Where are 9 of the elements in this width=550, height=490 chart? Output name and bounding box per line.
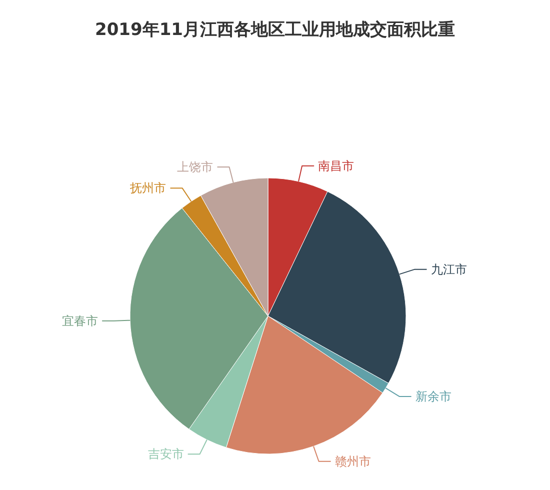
slice-label: 宜春市 <box>62 314 98 328</box>
slice-label: 九江市 <box>430 262 467 276</box>
slice-label: 赣州市 <box>334 454 371 468</box>
slice-label: 上饶市 <box>177 160 214 174</box>
slice-label: 抚州市 <box>129 181 166 196</box>
slice-label: 吉安市 <box>148 447 184 462</box>
chart-title: 2019年11月江西各地区工业用地成交面积比重 <box>95 20 455 40</box>
slice-label: 新余市 <box>415 389 452 404</box>
slice-label: 南昌市 <box>318 158 354 173</box>
